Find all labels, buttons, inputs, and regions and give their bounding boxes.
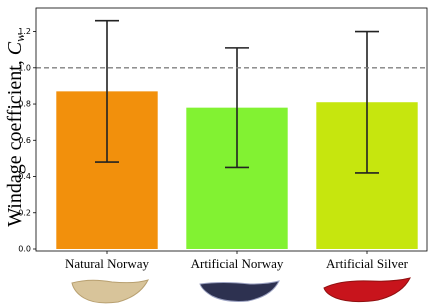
sample-images	[71, 277, 411, 304]
natural-norway-image	[71, 279, 149, 304]
y-tick-label: 0.2	[18, 208, 31, 217]
x-tick-label: Artificial Norway	[191, 256, 284, 271]
x-tick-label: Artificial Silver	[326, 256, 409, 271]
x-tick-label: Natural Norway	[65, 256, 150, 271]
y-tick-label: 0.4	[18, 172, 31, 181]
y-tick-label: 0.6	[18, 136, 31, 145]
y-axis-label: Windage coefficient, Cw	[4, 33, 27, 227]
y-label-subscript: w	[12, 33, 27, 42]
error-bar	[95, 19, 119, 163]
error-bar	[355, 30, 379, 174]
y-tick-label: 1.0	[18, 63, 31, 72]
y-label-text: Windage coefficient,	[4, 60, 26, 227]
y-tick-label: 1.2	[18, 27, 31, 36]
y-label-symbol: C	[4, 41, 26, 55]
y-tick-label: 0.8	[18, 100, 31, 109]
y-tick-label: 0.0	[18, 245, 31, 254]
artificial-silver-image	[323, 277, 411, 303]
plot-frame	[35, 7, 428, 252]
artificial-norway-image	[199, 280, 280, 302]
